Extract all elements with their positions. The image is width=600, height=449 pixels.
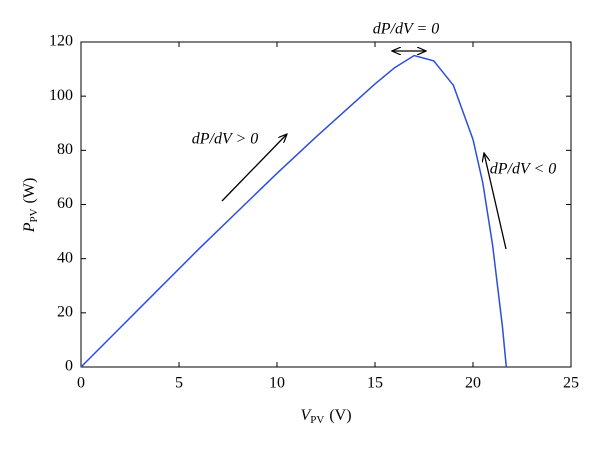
x-tick-label: 25 xyxy=(563,375,579,392)
y-label-subscript: PV xyxy=(28,208,40,222)
y-label-unit: (W) xyxy=(21,178,38,204)
plot-frame xyxy=(80,41,572,368)
y-tick-label: 60 xyxy=(57,195,73,212)
y-tick-label: 40 xyxy=(57,249,73,266)
y-axis-label: PPV (W) xyxy=(21,178,40,234)
x-tick-label: 5 xyxy=(175,375,183,392)
data-line xyxy=(80,54,508,368)
y-tick-label: 80 xyxy=(57,141,73,158)
x-label-unit: (V) xyxy=(329,407,351,424)
x-tick-label: 0 xyxy=(77,375,85,392)
y-tick-label: 0 xyxy=(65,358,73,375)
x-tick-label: 20 xyxy=(465,375,481,392)
x-tick-label: 10 xyxy=(269,375,285,392)
x-tick-label: 15 xyxy=(367,375,383,392)
annotation-arrow xyxy=(484,153,507,250)
y-tick-label: 100 xyxy=(49,87,73,104)
plot-area: 0 20 40 60 80 100 120 0 5 10 15 20 25 xyxy=(49,33,579,392)
x-axis-label: VPV (V) xyxy=(300,407,351,426)
y-tick-label: 120 xyxy=(49,33,73,50)
annotation: dP/dV = 0 xyxy=(373,21,440,38)
y-label-symbol: P xyxy=(21,222,38,233)
x-label-subscript: PV xyxy=(310,414,324,426)
annotation: dP/dV > 0 xyxy=(192,131,259,148)
x-label-symbol: V xyxy=(300,407,312,424)
y-tick-label: 20 xyxy=(57,304,73,321)
annotation: dP/dV < 0 xyxy=(490,161,557,178)
annotation-arrow xyxy=(221,134,287,202)
